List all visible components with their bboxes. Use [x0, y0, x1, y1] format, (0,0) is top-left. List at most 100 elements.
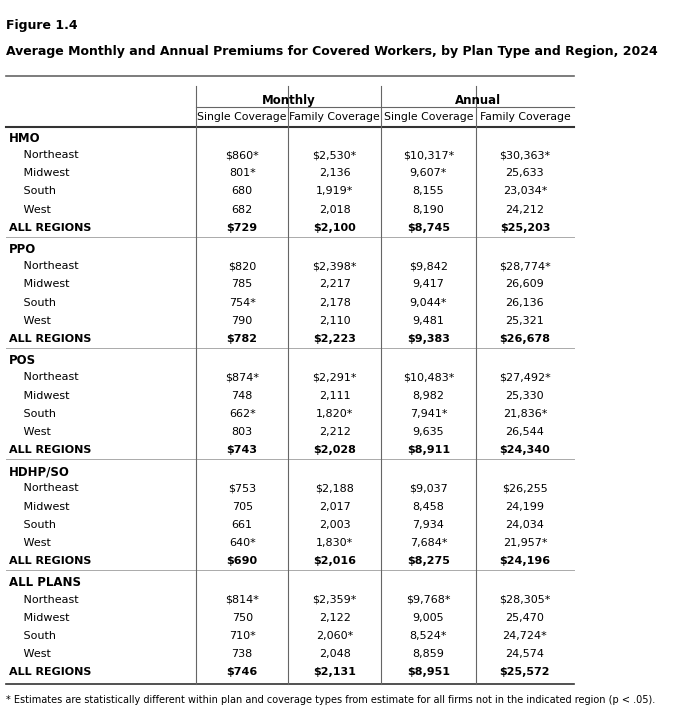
- Text: 2,048: 2,048: [319, 649, 351, 659]
- Text: Northeast: Northeast: [13, 372, 78, 382]
- Text: South: South: [13, 186, 56, 196]
- Text: 9,417: 9,417: [413, 279, 444, 289]
- Text: $743: $743: [227, 445, 258, 455]
- Text: $2,100: $2,100: [313, 223, 356, 233]
- Text: 2,136: 2,136: [319, 168, 351, 178]
- Text: West: West: [13, 538, 51, 548]
- Text: $2,131: $2,131: [313, 667, 356, 677]
- Text: 24,034: 24,034: [505, 520, 544, 530]
- Text: 710*: 710*: [229, 631, 256, 641]
- Text: ALL PLANS: ALL PLANS: [8, 576, 81, 589]
- Text: $10,317*: $10,317*: [403, 150, 454, 160]
- Text: Monthly: Monthly: [261, 95, 316, 107]
- Text: 705: 705: [231, 502, 253, 512]
- Text: Single Coverage: Single Coverage: [197, 112, 287, 122]
- Text: Midwest: Midwest: [13, 168, 69, 178]
- Text: 7,684*: 7,684*: [410, 538, 447, 548]
- Text: Northeast: Northeast: [13, 483, 78, 493]
- Text: $28,305*: $28,305*: [499, 594, 551, 604]
- Text: 8,155: 8,155: [413, 186, 444, 196]
- Text: 661: 661: [231, 520, 252, 530]
- Text: 2,110: 2,110: [319, 316, 351, 326]
- Text: $874*: $874*: [225, 372, 259, 382]
- Text: 8,458: 8,458: [413, 502, 444, 512]
- Text: 801*: 801*: [229, 168, 256, 178]
- Text: $9,037: $9,037: [409, 483, 447, 493]
- Text: 9,481: 9,481: [413, 316, 444, 326]
- Text: ALL REGIONS: ALL REGIONS: [8, 223, 91, 233]
- Text: Midwest: Midwest: [13, 502, 69, 512]
- Text: $25,203: $25,203: [500, 223, 550, 233]
- Text: 9,607*: 9,607*: [410, 168, 447, 178]
- Text: 2,122: 2,122: [319, 613, 351, 623]
- Text: 1,919*: 1,919*: [316, 186, 353, 196]
- Text: South: South: [13, 631, 56, 641]
- Text: 2,060*: 2,060*: [316, 631, 353, 641]
- Text: 2,017: 2,017: [319, 502, 351, 512]
- Text: 24,574: 24,574: [505, 649, 544, 659]
- Text: Average Monthly and Annual Premiums for Covered Workers, by Plan Type and Region: Average Monthly and Annual Premiums for …: [6, 46, 657, 59]
- Text: $30,363*: $30,363*: [499, 150, 551, 160]
- Text: $8,951: $8,951: [407, 667, 450, 677]
- Text: POS: POS: [8, 354, 36, 367]
- Text: 26,609: 26,609: [505, 279, 544, 289]
- Text: $814*: $814*: [225, 594, 259, 604]
- Text: 1,820*: 1,820*: [316, 409, 353, 419]
- Text: Northeast: Northeast: [13, 594, 78, 604]
- Text: 26,544: 26,544: [505, 427, 544, 437]
- Text: $753: $753: [228, 483, 256, 493]
- Text: ALL REGIONS: ALL REGIONS: [8, 556, 91, 566]
- Text: 8,859: 8,859: [413, 649, 444, 659]
- Text: 2,178: 2,178: [319, 298, 351, 308]
- Text: $24,340: $24,340: [500, 445, 551, 455]
- Text: 640*: 640*: [229, 538, 256, 548]
- Text: 8,524*: 8,524*: [410, 631, 447, 641]
- Text: $2,223: $2,223: [313, 334, 356, 344]
- Text: 790: 790: [231, 316, 253, 326]
- Text: $9,842: $9,842: [409, 261, 448, 271]
- Text: $2,028: $2,028: [313, 445, 356, 455]
- Text: $8,275: $8,275: [407, 556, 450, 566]
- Text: $782: $782: [227, 334, 258, 344]
- Text: $9,768*: $9,768*: [406, 594, 450, 604]
- Text: $2,291*: $2,291*: [312, 372, 357, 382]
- Text: $2,398*: $2,398*: [312, 261, 357, 271]
- Text: Northeast: Northeast: [13, 150, 78, 160]
- Text: $8,745: $8,745: [407, 223, 450, 233]
- Text: $26,255: $26,255: [502, 483, 548, 493]
- Text: West: West: [13, 205, 51, 215]
- Text: 680: 680: [231, 186, 253, 196]
- Text: South: South: [13, 298, 56, 308]
- Text: 25,633: 25,633: [505, 168, 544, 178]
- Text: $10,483*: $10,483*: [403, 372, 454, 382]
- Text: West: West: [13, 316, 51, 326]
- Text: $746: $746: [227, 667, 258, 677]
- Text: West: West: [13, 649, 51, 659]
- Text: 2,003: 2,003: [319, 520, 351, 530]
- Text: Midwest: Midwest: [13, 279, 69, 289]
- Text: 25,330: 25,330: [505, 390, 544, 400]
- Text: 662*: 662*: [229, 409, 256, 419]
- Text: Family Coverage: Family Coverage: [480, 112, 570, 122]
- Text: 26,136: 26,136: [505, 298, 544, 308]
- Text: 24,199: 24,199: [505, 502, 544, 512]
- Text: $2,016: $2,016: [313, 556, 356, 566]
- Text: West: West: [13, 427, 51, 437]
- Text: $24,196: $24,196: [499, 556, 551, 566]
- Text: $729: $729: [227, 223, 258, 233]
- Text: 2,217: 2,217: [319, 279, 351, 289]
- Text: HDHP/SO: HDHP/SO: [8, 465, 70, 478]
- Text: 9,044*: 9,044*: [410, 298, 447, 308]
- Text: $9,383: $9,383: [407, 334, 450, 344]
- Text: $25,572: $25,572: [500, 667, 550, 677]
- Text: 9,005: 9,005: [413, 613, 444, 623]
- Text: Annual: Annual: [454, 95, 500, 107]
- Text: $2,530*: $2,530*: [312, 150, 357, 160]
- Text: South: South: [13, 520, 56, 530]
- Text: 682: 682: [231, 205, 253, 215]
- Text: $2,188: $2,188: [315, 483, 354, 493]
- Text: 23,034*: 23,034*: [503, 186, 547, 196]
- Text: $8,911: $8,911: [407, 445, 450, 455]
- Text: $820: $820: [228, 261, 256, 271]
- Text: $27,492*: $27,492*: [499, 372, 551, 382]
